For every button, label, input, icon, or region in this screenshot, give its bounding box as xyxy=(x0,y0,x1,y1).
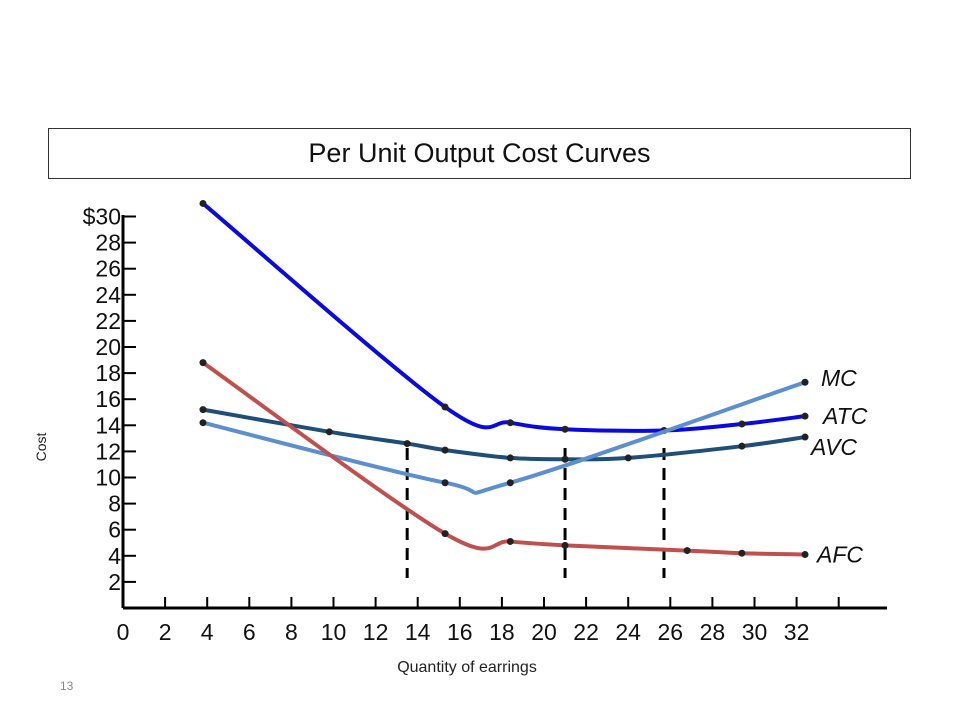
atc-point xyxy=(506,419,514,427)
atc-point xyxy=(801,412,809,420)
series-labels: MC ATC AVC AFC xyxy=(809,365,868,567)
avc-point xyxy=(738,442,746,450)
x-tick-label: 14 xyxy=(405,619,431,645)
chart-title: Per Unit Output Cost Curves xyxy=(308,138,651,168)
y-tick-label: 10 xyxy=(95,465,121,491)
y-tick-label: 2 xyxy=(108,569,121,595)
x-tick-label: 6 xyxy=(243,619,256,645)
avc-curve xyxy=(200,407,808,462)
y-tick-label: 6 xyxy=(108,517,121,543)
avc-label: AVC xyxy=(809,434,857,460)
x-tick-label: 20 xyxy=(531,619,557,645)
x-tick-label: 10 xyxy=(321,619,347,645)
y-tick-label: 8 xyxy=(108,491,121,517)
avc-point xyxy=(199,406,207,414)
x-axis-label: Quantity of earrings xyxy=(397,659,537,676)
mc-label: MC xyxy=(821,365,857,391)
mc-point xyxy=(199,419,207,427)
mc-point xyxy=(801,378,809,386)
atc-point xyxy=(441,403,449,411)
afc-point xyxy=(738,549,746,557)
afc-point xyxy=(506,537,514,545)
chart-title-box: Per Unit Output Cost Curves xyxy=(48,128,911,179)
afc-point xyxy=(561,541,569,549)
x-tick-label: 18 xyxy=(489,619,515,645)
x-tick-label: 8 xyxy=(285,619,298,645)
y-tick-label: $30 xyxy=(83,204,121,230)
y-tick-label: 28 xyxy=(95,230,121,256)
x-tick-label: 22 xyxy=(573,619,599,645)
x-tick-label: 28 xyxy=(700,619,726,645)
x-tick-label: 16 xyxy=(447,619,473,645)
slide-number: 13 xyxy=(60,679,74,693)
atc-curve xyxy=(200,201,808,433)
x-tick-label: 2 xyxy=(159,619,172,645)
afc-point xyxy=(199,359,207,367)
avc-point xyxy=(325,428,333,436)
atc-point xyxy=(199,199,207,207)
avc-point xyxy=(801,433,809,441)
atc-point xyxy=(561,425,569,433)
avc-point xyxy=(441,446,449,454)
avc-point xyxy=(403,440,411,448)
x-tick-label: 24 xyxy=(615,619,641,645)
mc-curve xyxy=(200,380,808,495)
reference-lines xyxy=(405,448,666,578)
y-tick-label: 20 xyxy=(95,334,121,360)
x-tick-label: 32 xyxy=(784,619,810,645)
y-axis-label: Cost xyxy=(33,433,49,462)
avc-point xyxy=(506,454,514,462)
y-tick-label: 4 xyxy=(108,543,121,569)
mc-point xyxy=(441,479,449,487)
y-tick-label: 12 xyxy=(95,438,121,464)
atc-label: ATC xyxy=(821,403,868,429)
afc-point xyxy=(441,530,449,538)
y-tick-label: 16 xyxy=(95,386,121,412)
y-tick-label: 26 xyxy=(95,256,121,282)
y-tick-label: 24 xyxy=(95,282,121,308)
avc-point xyxy=(561,455,569,463)
axes: 0 2 4 6 8 10 12 14 16 18 20 22 24 26 28 30 3224681012141… xyxy=(83,204,887,645)
mc-point xyxy=(506,479,514,487)
afc-label: AFC xyxy=(815,541,863,567)
series-layer xyxy=(199,199,809,558)
x-tick-label: 26 xyxy=(658,619,684,645)
y-tick-label: 22 xyxy=(95,308,121,334)
avc-point xyxy=(624,454,632,462)
x-tick-label: 0 xyxy=(117,619,130,645)
y-tick-label: 18 xyxy=(95,360,121,386)
x-tick-label: 12 xyxy=(363,619,389,645)
atc-point xyxy=(738,420,746,428)
x-tick-label: 30 xyxy=(742,619,768,645)
afc-curve xyxy=(200,360,808,557)
afc-point xyxy=(683,547,691,555)
x-tick-label: 4 xyxy=(201,619,214,645)
y-tick-label: 14 xyxy=(95,412,121,438)
afc-point xyxy=(801,550,809,558)
